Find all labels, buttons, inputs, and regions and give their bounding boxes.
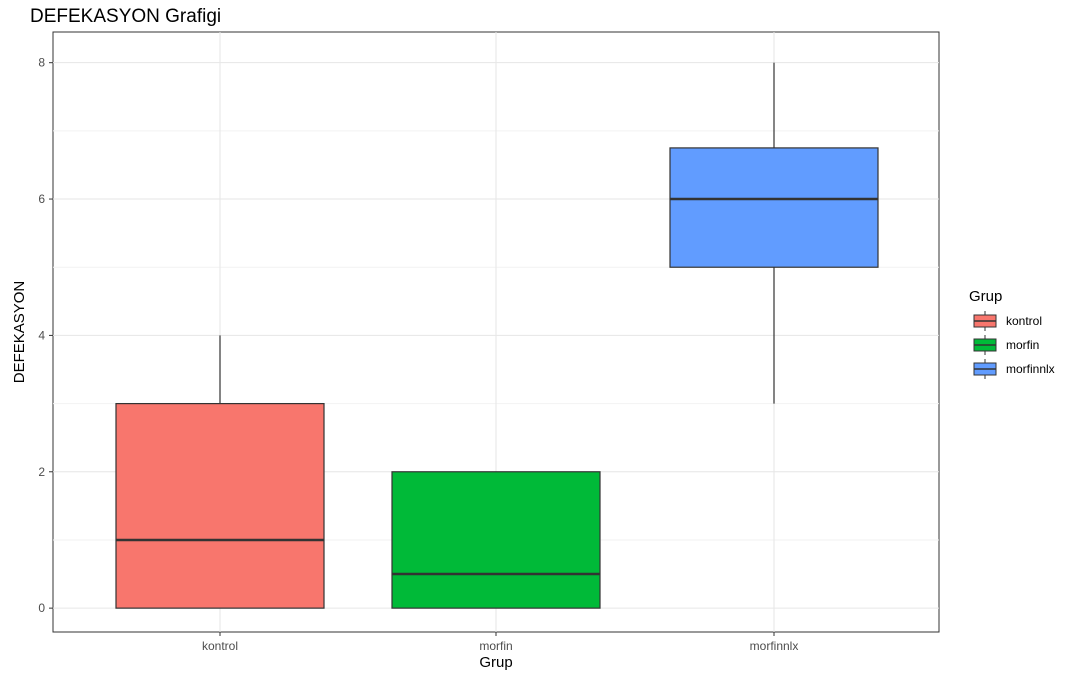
y-axis-ticks: 0 2 4 6 8 <box>38 56 53 615</box>
x-tick-label: morfin <box>479 639 512 653</box>
box-body <box>669 147 879 268</box>
box-body <box>391 471 601 609</box>
legend-item-morfinnlx: morfinnlx <box>973 359 1055 379</box>
legend-item-kontrol: kontrol <box>973 311 1042 331</box>
y-tick-label: 6 <box>38 192 45 206</box>
legend-label: morfinnlx <box>1006 362 1055 376</box>
y-tick-label: 2 <box>38 465 45 479</box>
boxes <box>115 62 879 609</box>
box-kontrol <box>115 335 325 609</box>
box-morfin <box>391 471 601 609</box>
legend-title: Grup <box>969 288 1002 305</box>
y-tick-label: 0 <box>38 601 45 615</box>
chart-title: DEFEKASYON Grafigi <box>30 6 221 27</box>
x-tick-label: morfinnlx <box>750 639 799 653</box>
y-tick-label: 8 <box>38 56 45 70</box>
y-axis-title: DEFEKASYON <box>11 281 28 384</box>
legend-label: morfin <box>1006 338 1039 352</box>
legend: Grup kontrol morfin morfinnlx <box>969 288 1055 379</box>
legend-item-morfin: morfin <box>973 335 1039 355</box>
y-tick-label: 4 <box>38 328 45 342</box>
x-tick-label: kontrol <box>202 639 238 653</box>
box-morfinnlx <box>669 62 879 404</box>
x-axis-ticks: kontrol morfin morfinnlx <box>202 632 798 653</box>
x-axis-title: Grup <box>479 654 512 671</box>
box-body <box>115 402 325 609</box>
legend-label: kontrol <box>1006 314 1042 328</box>
